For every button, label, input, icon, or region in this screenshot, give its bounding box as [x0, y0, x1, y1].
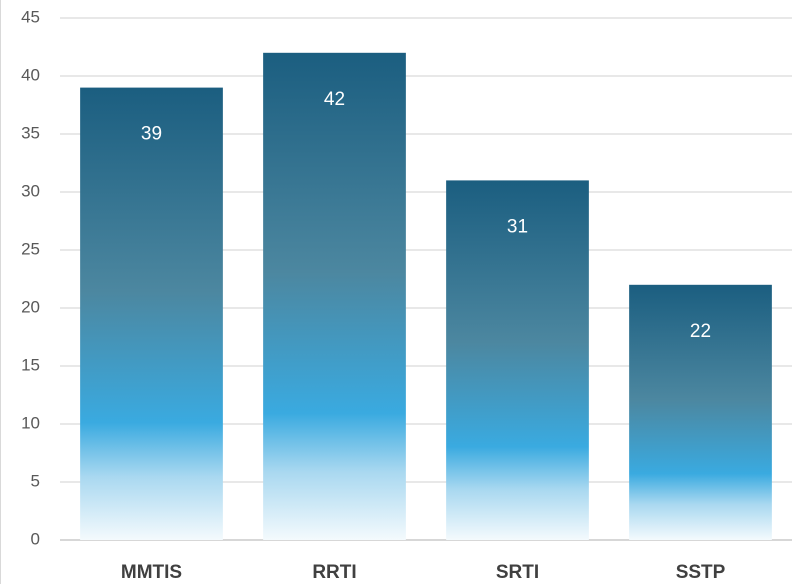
x-tick-label: MMTIS [121, 562, 182, 583]
x-tick-label: SRTI [496, 562, 539, 583]
y-tick-label: 5 [31, 471, 40, 490]
value-label: 42 [324, 89, 345, 110]
bar [446, 180, 589, 540]
y-tick-label: 20 [21, 297, 40, 316]
y-tick-label: 40 [21, 65, 40, 84]
x-tick-label: SSTP [676, 562, 726, 583]
y-tick-label: 30 [21, 181, 40, 200]
y-tick-label: 10 [21, 413, 40, 432]
value-label: 22 [690, 321, 711, 342]
bar [263, 52, 406, 541]
bar [80, 87, 223, 540]
value-label: 39 [141, 124, 162, 145]
y-tick-label: 35 [21, 123, 40, 142]
y-tick-label: 15 [21, 355, 40, 374]
y-tick-label: 45 [21, 7, 40, 26]
y-tick-label: 0 [31, 529, 40, 548]
y-tick-label: 25 [21, 239, 40, 258]
bar [629, 284, 772, 540]
value-label: 31 [507, 216, 528, 237]
x-tick-label: RRTI [312, 562, 356, 583]
